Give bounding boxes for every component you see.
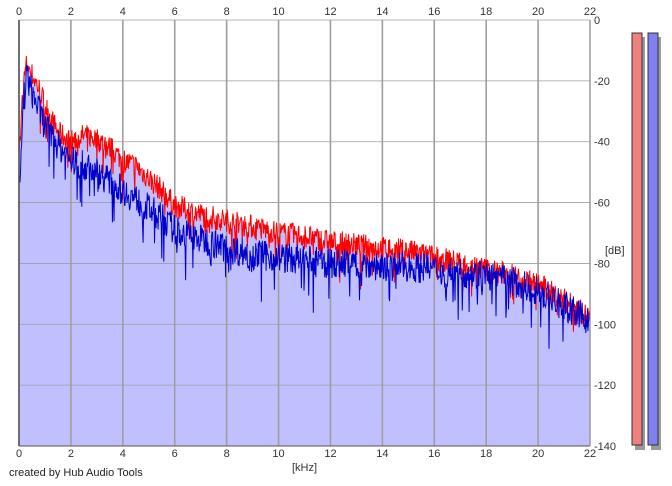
y-tick-label: 0 [594,15,600,27]
x-tick-label-top: 18 [480,6,492,18]
x-tick-label-top: 6 [172,6,178,18]
x-tick-label-bottom: 4 [120,448,126,460]
channel-meter-2 [647,32,659,446]
axes [18,20,591,447]
x-tick-label-top: 4 [120,6,126,18]
x-tick-label-top: 8 [224,6,230,18]
y-tick-label: -100 [594,319,616,331]
series-line-1 [18,55,591,332]
x-axis-bottom-ticks: 0 2 4 6 8 10 12 14 16 18 20 22 [16,448,596,460]
spectrum-fill-area [19,55,590,447]
channel-level-meters [631,32,661,450]
spectrum-fill [19,55,590,447]
x-tick-label-top: 2 [68,6,74,18]
credit-text: created by Hub Audio Tools [9,467,143,479]
x-tick-label-bottom: 2 [68,448,74,460]
x-tick-label-bottom: 14 [376,448,388,460]
y-tick-label: -80 [594,258,610,270]
x-tick-label-bottom: 22 [584,448,596,460]
x-tick-label-top: 10 [272,6,284,18]
x-tick-label-bottom: 16 [428,448,440,460]
y-tick-label: -40 [594,137,610,149]
x-tick-label-bottom: 6 [172,448,178,460]
x-tick-label-bottom: 18 [480,448,492,460]
x-tick-label-top: 14 [376,6,388,18]
x-tick-label-top: 0 [16,6,22,18]
y-axis-right-ticks: 0 -20 -40 -60 -80 -100 -120 -140 [594,15,616,453]
x-tick-label-bottom: 8 [224,448,230,460]
x-tick-label-top: 22 [584,6,596,18]
y-axis-label: [dB] [605,245,625,257]
y-tick-label: -20 [594,76,610,88]
x-tick-label-top: 12 [324,6,336,18]
series-line-2 [18,64,591,349]
y-tick-label: -140 [594,441,616,453]
x-tick-label-bottom: 20 [532,448,544,460]
x-tick-label-top: 20 [532,6,544,18]
x-axis-top-ticks: 0 2 4 6 8 10 12 14 16 18 20 22 [16,6,596,18]
x-tick-label-bottom: 0 [16,448,22,460]
x-tick-label-bottom: 12 [324,448,336,460]
x-axis-label: [kHz] [292,462,317,474]
spectrum-series [18,55,591,349]
x-tick-label-top: 16 [428,6,440,18]
y-tick-label: -60 [594,198,610,210]
x-tick-label-bottom: 10 [272,448,284,460]
y-tick-label: -120 [594,380,616,392]
channel-meter-1 [631,32,643,446]
